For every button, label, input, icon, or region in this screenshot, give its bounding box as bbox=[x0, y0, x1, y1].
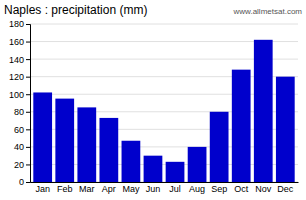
y-tick-mark bbox=[26, 94, 30, 95]
y-tick-label: 140 bbox=[9, 54, 24, 64]
grid-line bbox=[30, 24, 298, 25]
x-tick: Sep bbox=[211, 184, 227, 194]
bar bbox=[254, 40, 273, 182]
bar bbox=[166, 162, 185, 182]
x-axis-line bbox=[31, 182, 299, 183]
x-axis: Jan Feb Mar Apr May Jun Jul Aug Sep Oct Nov Dec bbox=[31, 183, 299, 195]
x-tick-label: Jan bbox=[35, 184, 50, 194]
x-tick: May bbox=[122, 184, 140, 194]
bar bbox=[210, 112, 229, 182]
y-tick: 120 bbox=[9, 72, 30, 82]
x-tick-label: Nov bbox=[255, 184, 272, 194]
y-tick: 180 bbox=[9, 19, 30, 29]
x-tick: Jan bbox=[35, 184, 50, 194]
x-tick: Feb bbox=[57, 184, 73, 194]
x-tick: Apr bbox=[102, 184, 116, 194]
y-tick: 20 bbox=[14, 160, 30, 170]
y-tick-mark bbox=[26, 77, 30, 78]
y-tick-mark bbox=[26, 112, 30, 113]
y-tick-label: 80 bbox=[14, 107, 24, 117]
y-tick: 160 bbox=[9, 37, 30, 47]
x-tick: Jun bbox=[146, 184, 161, 194]
y-tick: 140 bbox=[9, 54, 30, 64]
x-tick-label: Mar bbox=[79, 184, 95, 194]
bar bbox=[33, 92, 52, 182]
y-tick: 0 bbox=[19, 177, 30, 187]
y-tick-mark bbox=[26, 59, 30, 60]
bar bbox=[144, 156, 163, 182]
y-tick-mark bbox=[26, 129, 30, 130]
y-tick-mark bbox=[26, 182, 30, 183]
y-tick-mark bbox=[26, 164, 30, 165]
x-tick-label: Sep bbox=[211, 184, 227, 194]
title: Naples : precipitation (mm) bbox=[4, 3, 147, 17]
grid bbox=[30, 24, 298, 182]
y-tick: 60 bbox=[14, 125, 30, 135]
bar bbox=[99, 118, 118, 182]
x-tick: Jul bbox=[169, 184, 181, 194]
bar bbox=[276, 77, 295, 182]
bar bbox=[122, 141, 141, 182]
bar bbox=[55, 99, 74, 182]
x-tick-label: Dec bbox=[277, 184, 294, 194]
y-tick-label: 160 bbox=[9, 37, 24, 47]
x-tick-label: Aug bbox=[189, 184, 205, 194]
annotation: www.allmetsat.com bbox=[233, 7, 303, 16]
y-tick: 100 bbox=[9, 90, 30, 100]
y-tick-label: 100 bbox=[9, 90, 24, 100]
y-tick-label: 0 bbox=[19, 177, 24, 187]
y-tick-mark bbox=[26, 24, 30, 25]
y-tick-mark bbox=[26, 147, 30, 148]
x-tick: Dec bbox=[277, 184, 294, 194]
y-tick-label: 20 bbox=[14, 160, 24, 170]
y-axis: 0 20 40 60 80 100 120 140 160 180 bbox=[9, 19, 31, 187]
x-tick-label: Jul bbox=[169, 184, 181, 194]
bar bbox=[77, 107, 96, 182]
x-tick-label: Oct bbox=[234, 184, 249, 194]
x-tick-label: Feb bbox=[57, 184, 73, 194]
x-tick: Oct bbox=[234, 184, 249, 194]
x-tick-label: Jun bbox=[146, 184, 161, 194]
bars bbox=[33, 40, 294, 182]
y-tick-mark bbox=[26, 42, 30, 43]
y-tick: 40 bbox=[14, 142, 30, 152]
x-tick: Nov bbox=[255, 184, 272, 194]
chart: 020406080100120140160180JanFebMarAprMayJ… bbox=[0, 0, 306, 200]
x-tick: Aug bbox=[189, 184, 205, 194]
y-tick: 80 bbox=[14, 107, 30, 117]
bar bbox=[232, 70, 251, 182]
x-tick: Mar bbox=[79, 184, 95, 194]
y-tick-label: 60 bbox=[14, 125, 24, 135]
y-tick-label: 180 bbox=[9, 19, 24, 29]
bar bbox=[188, 147, 207, 182]
y-tick-label: 40 bbox=[14, 142, 24, 152]
y-tick-label: 120 bbox=[9, 72, 24, 82]
x-tick-label: May bbox=[122, 184, 140, 194]
x-tick-label: Apr bbox=[102, 184, 116, 194]
chart-container: 020406080100120140160180JanFebMarAprMayJ… bbox=[0, 0, 306, 200]
y-axis-line bbox=[26, 25, 31, 183]
